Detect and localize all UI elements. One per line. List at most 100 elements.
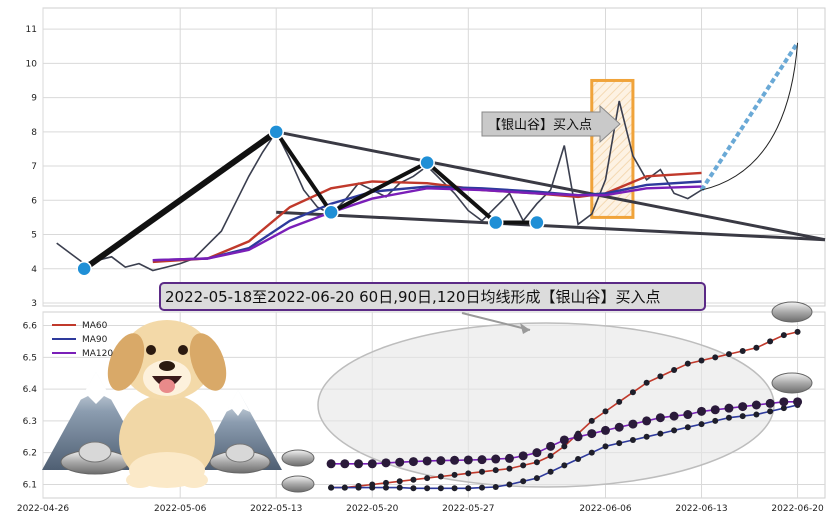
ma-ma60-point: [424, 475, 431, 482]
ma-ma90-point: [341, 484, 348, 491]
ma-ma90-point: [382, 484, 389, 491]
ma-ma120-point: [642, 416, 652, 426]
ma-ma60-point: [767, 338, 774, 345]
ma-ma90-point: [575, 456, 582, 463]
ma-ma60-point: [451, 471, 458, 478]
ma-ma60-point: [561, 443, 568, 450]
ma-ma90-point: [533, 475, 540, 482]
ma-ma120-point: [546, 441, 556, 451]
legend-label-ma90: MA90: [82, 335, 108, 345]
banner-text: 2022-05-18至2022-06-20 60日,90日,120日均线形成【银…: [165, 288, 660, 306]
ma-ma90-point: [780, 405, 787, 412]
ma-ma120-point: [573, 432, 583, 442]
ma-ma60-point: [643, 379, 650, 386]
pivot-point: [268, 124, 284, 140]
price-ytick-label: 4: [31, 265, 37, 275]
price-ma90-line: [152, 180, 702, 262]
pivot-point: [529, 214, 545, 231]
ma-ma60-point: [382, 479, 389, 486]
legend-label-ma120: MA120: [82, 349, 113, 359]
ma-ma90-point: [561, 462, 568, 469]
triangle-lower-line: [276, 210, 826, 242]
silver-ingot-icon: [60, 301, 813, 493]
price-ytick-label: 6: [31, 196, 37, 206]
ma-ma90-point: [602, 443, 609, 450]
ma-ma120-point: [793, 397, 803, 407]
ma-ma60-point: [629, 389, 636, 396]
ma-ma120-point: [491, 454, 501, 464]
ma-ma90-point: [479, 484, 486, 491]
xtick-label: 2022-06-06: [579, 504, 632, 514]
price-ytick-label: 9: [31, 94, 37, 104]
ma-ma60-point: [753, 344, 760, 351]
ma-ma60-point: [616, 398, 623, 405]
ma-ma60-point: [780, 332, 787, 339]
ma-ma60-point: [479, 468, 486, 475]
zigzag-segment: [274, 130, 333, 214]
ma-ma120-point: [326, 459, 336, 469]
ma-ma60-point: [671, 367, 678, 374]
ma-ma60-point: [506, 465, 513, 472]
price-ytick-label: 11: [26, 25, 37, 35]
ma-ma120-point: [422, 456, 432, 466]
ma-ma120-point: [751, 400, 761, 410]
triangle-upper-line: [275, 130, 826, 242]
zigzag-segment: [82, 129, 278, 272]
ma-ma120-point: [724, 403, 734, 413]
ma-ytick-label: 6.5: [23, 353, 37, 363]
ma-ma90-point: [506, 481, 513, 488]
ma-ma90-point: [369, 484, 376, 491]
ma-ytick-label: 6.2: [23, 449, 37, 459]
ma-ma60-point: [739, 347, 746, 354]
banner: 2022-05-18至2022-06-20 60日,90日,120日均线形成【银…: [159, 282, 706, 311]
ma-ma90-point: [492, 484, 499, 491]
xtick-label: 2022-05-06: [154, 504, 207, 514]
ma-ma90-point: [616, 440, 623, 447]
banner-pointer-arrow: [461, 312, 531, 334]
xtick-label: 2022-06-13: [675, 504, 727, 514]
price-ma120-line: [152, 185, 702, 262]
ma-ma120-point: [381, 458, 391, 468]
pivot-point: [323, 204, 339, 221]
dog-mascot-icon: [107, 320, 227, 488]
pivot-point: [76, 261, 92, 277]
ma-ma60-point: [794, 328, 801, 335]
ma-ma120-point: [614, 422, 624, 432]
ma-ma120-point: [655, 413, 665, 423]
ma-ytick-label: 6.4: [23, 385, 38, 395]
ma-ma120-point: [765, 398, 775, 408]
xtick-label: 2022-06-20: [771, 504, 824, 514]
ma-ma90-point: [767, 408, 774, 415]
ma-ma90-point: [465, 485, 472, 492]
ma-ma120-point: [683, 410, 693, 420]
ma-ma90-point: [643, 433, 650, 440]
ma-ma60-point: [657, 373, 664, 380]
ma-ma120-point: [587, 429, 597, 439]
ma-ma60-point: [725, 351, 732, 358]
ma-ma90-point: [725, 414, 732, 421]
ma-ma120-point: [628, 419, 638, 429]
ma-ma90-point: [629, 436, 636, 443]
pivot-point: [419, 154, 435, 171]
ma-ma90-point: [753, 411, 760, 418]
ma-ytick-label: 6.3: [23, 417, 37, 427]
ma-ma120-point: [408, 457, 418, 467]
price-ytick-label: 3: [31, 299, 37, 309]
ma-ma120-point: [504, 453, 514, 463]
price-ytick-label: 5: [31, 231, 37, 241]
target-arrow: [699, 41, 800, 192]
ma-ma90-point: [657, 430, 664, 437]
ma-ma120-point: [779, 397, 789, 407]
ma-ma120-point: [738, 402, 748, 412]
xtick-label: 2022-05-27: [442, 504, 494, 514]
ma-ma90-point: [410, 485, 417, 492]
buy-point-annotation: 【银山谷】买入点: [481, 104, 621, 144]
legend: MA60 MA90 MA120: [52, 321, 113, 359]
ma-ytick-label: 6.6: [23, 322, 38, 332]
ma-ma120-point: [532, 448, 542, 458]
target-arc: [701, 42, 799, 191]
ma-ma120-point: [559, 435, 569, 445]
ma-ytick-label: 6.1: [23, 480, 37, 490]
ma-ma60-point: [396, 478, 403, 485]
